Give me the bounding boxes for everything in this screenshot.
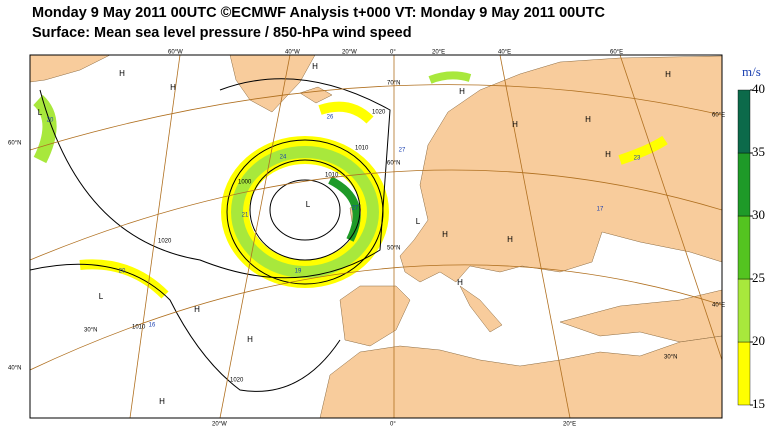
graticule-lines	[30, 55, 722, 418]
graticule-label: 60°E	[712, 113, 725, 119]
isobar-label: 1020	[372, 110, 386, 116]
pressure-center: H	[194, 305, 200, 314]
colorbar-segment	[737, 341, 751, 406]
colorbar-tick-label: 25	[752, 270, 765, 285]
isobar-label: 1010	[132, 325, 146, 331]
isobar-label: 1010	[355, 146, 369, 152]
wind-max-label: 19	[295, 269, 302, 275]
colorbar-segment	[737, 89, 751, 154]
colorbar-segment	[737, 215, 751, 280]
wind-max-label: 17	[597, 207, 604, 213]
pressure-center: H	[170, 83, 176, 92]
pressure-center: H	[459, 87, 465, 96]
pressure-center: H	[512, 120, 518, 129]
pressure-center: H	[665, 70, 671, 79]
colorbar-segment	[737, 152, 751, 217]
colorbar-tick-label: 20	[752, 333, 765, 348]
title-line-2: Surface: Mean sea level pressure / 850-h…	[32, 25, 412, 41]
graticule-label: 70°N	[387, 81, 400, 87]
graticule-label: 20°W	[212, 422, 227, 428]
isobar-label: 1020	[158, 239, 172, 245]
graticule-label: 0°	[390, 50, 396, 56]
pressure-center: L	[306, 200, 311, 209]
pressure-center: H	[119, 69, 125, 78]
pressure-center: H	[312, 62, 318, 71]
colorbar-tick-label: 35	[752, 144, 765, 159]
graticule-label: 60°N	[8, 141, 21, 147]
isobar-label: 1020	[230, 378, 244, 384]
wind-shading	[32, 71, 668, 299]
graticule-label: 60°W	[168, 50, 183, 56]
map: 60°W 40°W 20°W 0° 20°E 40°E 60°E 20°W 0° 20°E 60°N…	[8, 50, 725, 428]
wind-max-label: 27	[399, 148, 406, 154]
graticule-label: 40°E	[498, 50, 511, 56]
pressure-center: H	[605, 150, 611, 159]
title-line-1: Monday 9 May 2011 00UTC ©ECMWF Analysis …	[32, 5, 606, 21]
pressure-center: L	[38, 108, 43, 117]
graticule-label: 20°E	[563, 422, 576, 428]
pressure-center: H	[507, 235, 513, 244]
graticule-label: 30°N	[664, 355, 677, 361]
pressure-center: H	[585, 115, 591, 124]
colorbar-unit: m/s	[742, 64, 761, 79]
wind-max-label: 23	[634, 156, 641, 162]
graticule-label: 50°N	[387, 246, 400, 252]
graticule-label: 40°E	[712, 303, 725, 309]
colorbar-tick-label: 40	[752, 81, 765, 96]
isobar-label: 1010	[325, 173, 339, 179]
wind-max-label: 16	[149, 323, 156, 329]
pressure-center: L	[416, 217, 421, 226]
wind-max-label: 20	[47, 118, 54, 124]
graticule-label: 40°N	[8, 366, 21, 372]
graticule-label: 20°E	[432, 50, 445, 56]
colorbar-segment	[737, 278, 751, 343]
graticule-label: 20°W	[342, 50, 357, 56]
pressure-center: L	[99, 292, 104, 301]
graticule-label: 40°W	[285, 50, 300, 56]
wind-max-label: 24	[280, 155, 287, 161]
pressure-center: H	[159, 397, 165, 406]
isobar-label: 1000	[238, 180, 252, 186]
wind-max-label: 26	[327, 115, 334, 121]
pressure-center: H	[457, 278, 463, 287]
graticule-label: 60°E	[610, 50, 623, 56]
colorbar: m/s 15 20 25 30 35 40	[737, 64, 765, 411]
pressure-center: H	[442, 230, 448, 239]
wind-max-label: 20	[119, 269, 126, 275]
wind-max-label: 27	[352, 206, 359, 212]
map-labels: 60°W 40°W 20°W 0° 20°E 40°E 60°E 20°W 0° 20°E 60°N…	[8, 50, 725, 428]
colorbar-tick-label: 15	[752, 396, 765, 411]
wind-max-label: 21	[242, 213, 249, 219]
isobars	[30, 78, 391, 392]
colorbar-tick-label: 30	[752, 207, 765, 222]
graticule-label: 0°	[390, 422, 396, 428]
map-frame	[29, 54, 723, 419]
graticule-label: 60°N	[387, 161, 400, 167]
pressure-center: H	[247, 335, 253, 344]
graticule-label: 30°N	[84, 328, 97, 334]
